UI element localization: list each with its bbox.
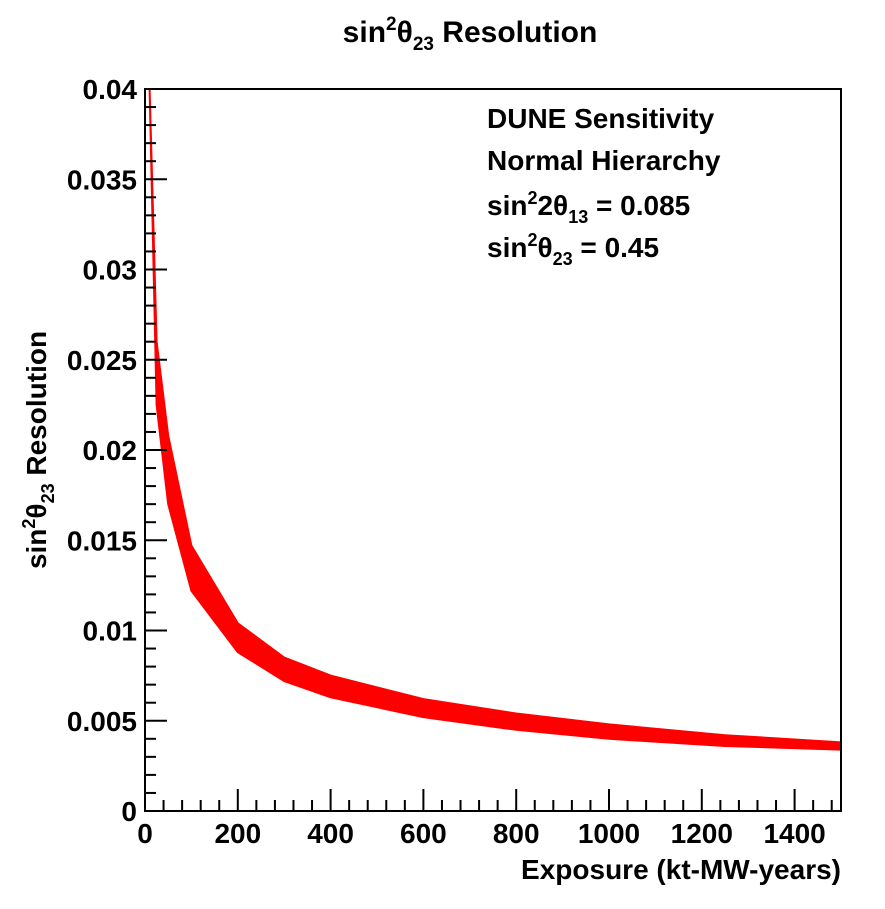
y-tick-label: 0 (121, 796, 137, 827)
y-axis-label: sin2θ23 Resolution (19, 331, 58, 569)
x-axis-label: Exposure (kt-MW-years) (521, 854, 841, 885)
x-tick-label: 200 (214, 818, 261, 849)
y-tick-label: 0.03 (83, 255, 138, 286)
y-tick-label: 0.005 (67, 706, 137, 737)
y-tick-label: 0.02 (83, 435, 138, 466)
y-tick-label: 0.025 (67, 345, 137, 376)
x-tick-label: 800 (493, 818, 540, 849)
x-tick-label: 1000 (578, 818, 640, 849)
x-tick-label: 600 (400, 818, 447, 849)
annotation-theta23: sin2θ23 = 0.45 (487, 230, 659, 269)
chart-title: sin2θ23 Resolution (343, 14, 598, 55)
y-tick-label: 0.01 (83, 616, 138, 647)
tick-layer: 0 200 400 600 800 1000 1200 1400 0 0.005 0.01 0.015… (67, 74, 833, 849)
y-tick-label: 0.04 (83, 74, 138, 105)
x-tick-label: 0 (137, 818, 153, 849)
annotation-block: DUNE Sensitivity Normal Hierarchy sin22θ… (487, 103, 721, 269)
x-tick-label: 400 (307, 818, 354, 849)
band-layer (148, 88, 842, 751)
resolution-band (148, 88, 842, 751)
x-tick-label: 1200 (671, 818, 733, 849)
x-tick-label: 1400 (763, 818, 825, 849)
annotation-experiment: DUNE Sensitivity (487, 103, 715, 134)
y-tick-label: 0.015 (67, 525, 137, 556)
annotation-theta13: sin22θ13 = 0.085 (487, 188, 690, 227)
annotation-hierarchy: Normal Hierarchy (487, 145, 721, 176)
y-tick-label: 0.035 (67, 164, 137, 195)
